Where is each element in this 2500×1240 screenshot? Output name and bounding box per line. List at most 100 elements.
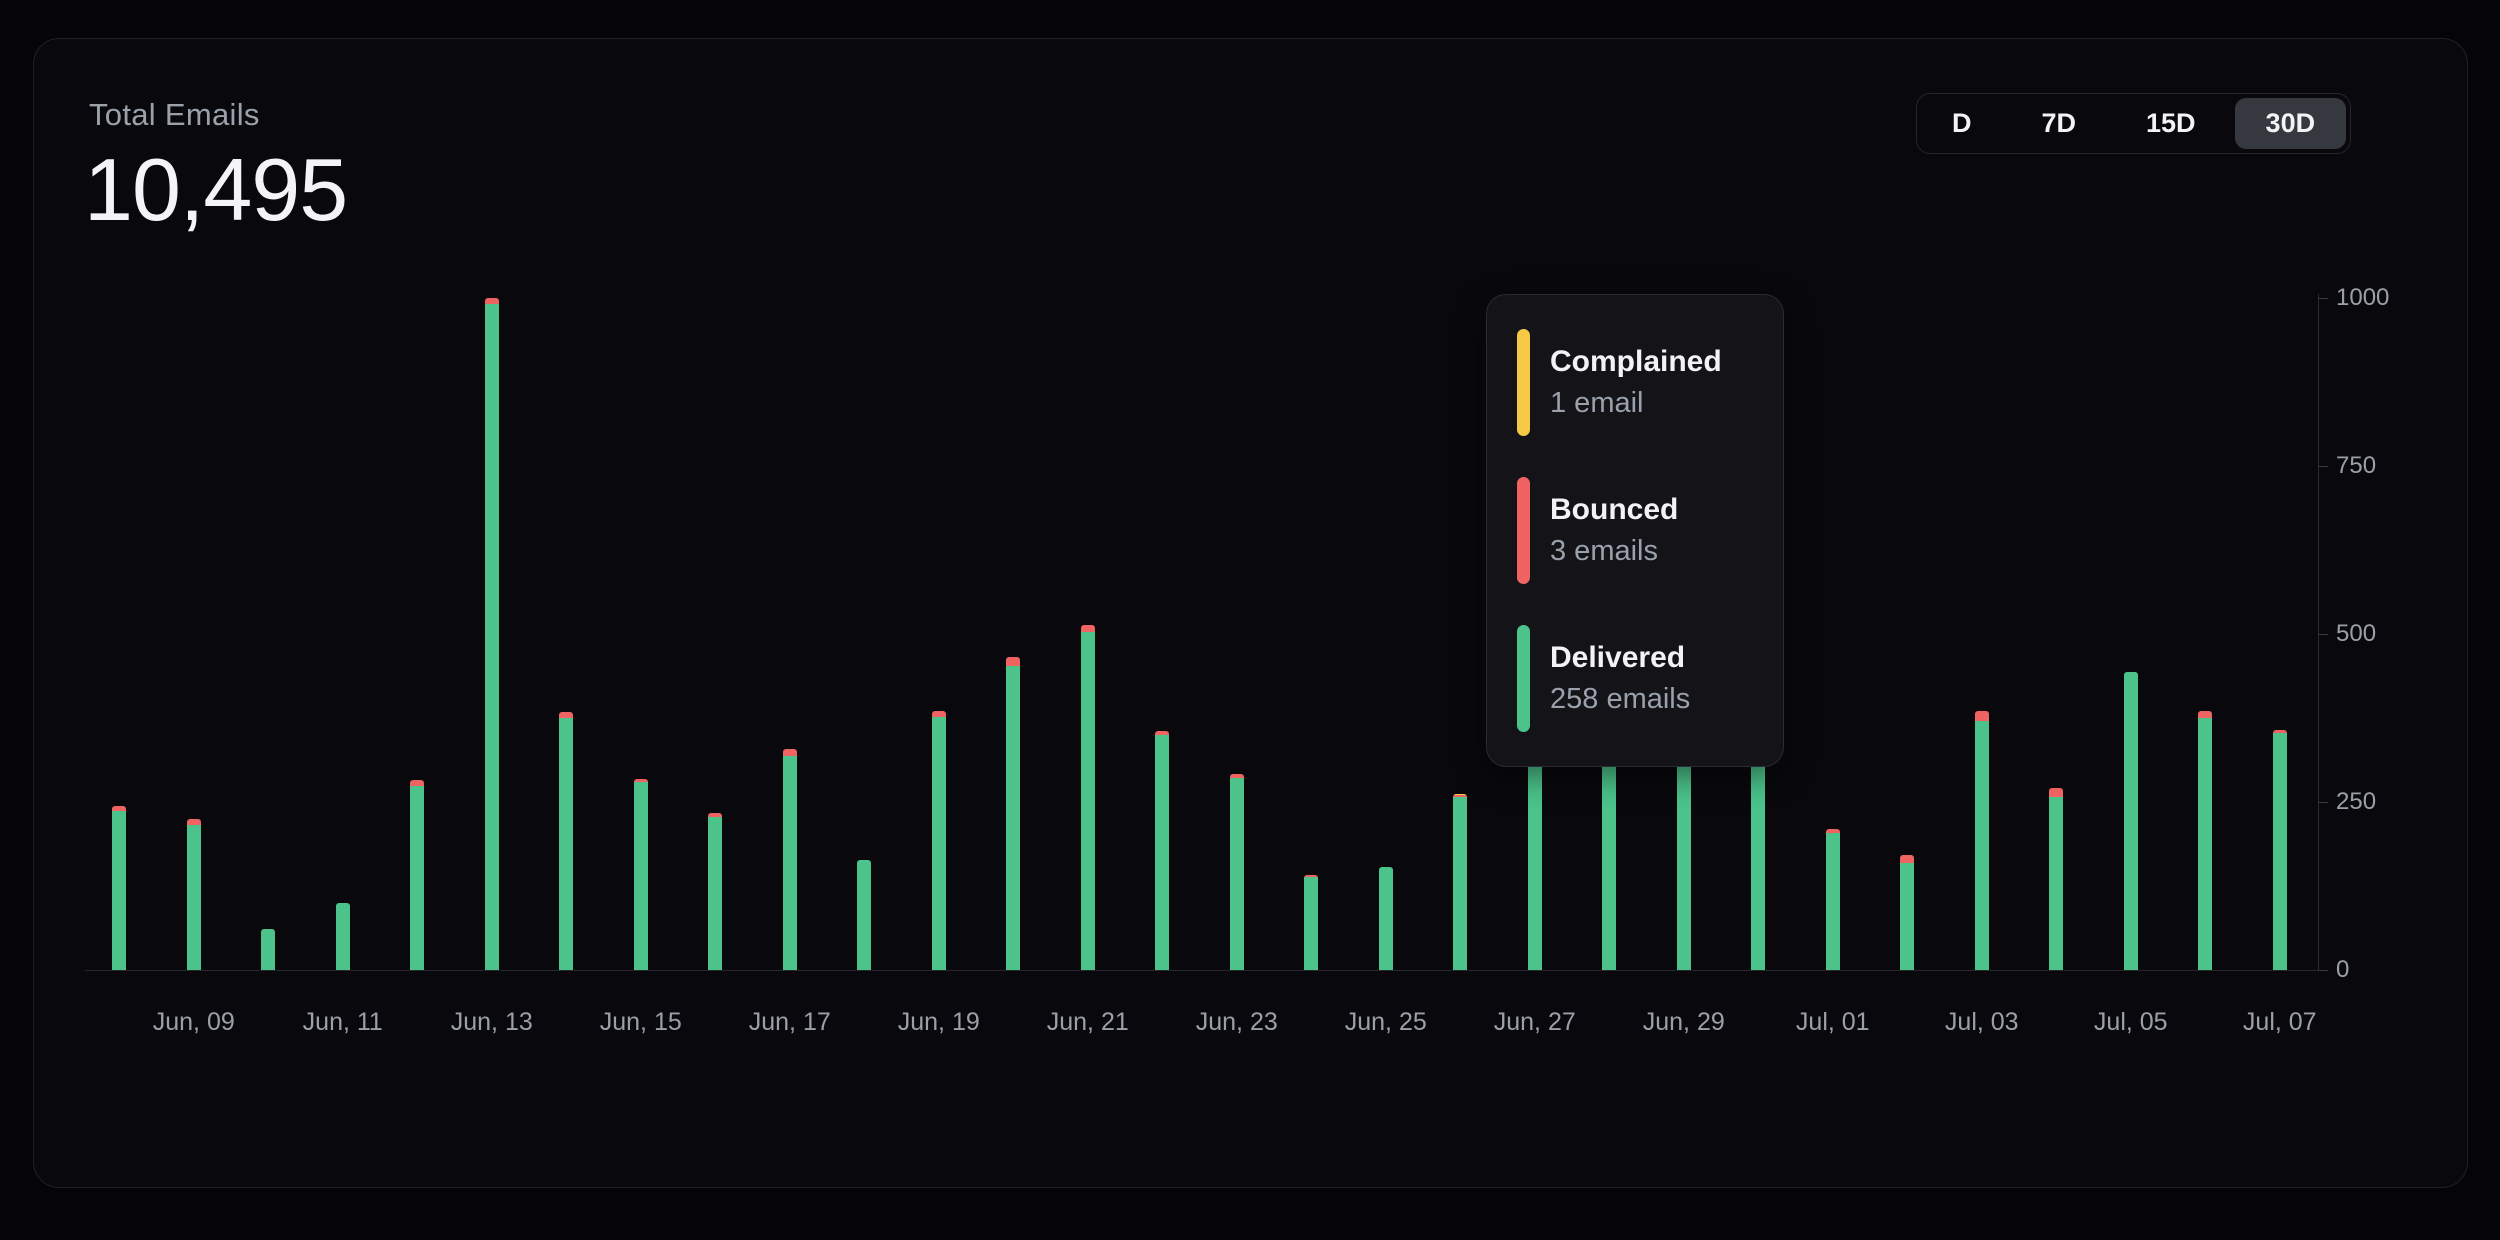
bar-segment-complained (1453, 793, 1468, 795)
y-tick-label: 0 (2336, 956, 2350, 983)
x-tick-label: Jun, 11 (302, 1008, 383, 1036)
bar-segment-delivered (2198, 718, 2213, 970)
bar-segment-bounced (112, 806, 127, 811)
bar-segment-delivered (261, 929, 276, 970)
bar-segment-delivered (335, 902, 350, 970)
y-tick-label: 750 (2336, 452, 2377, 479)
bar-jul-05[interactable] (2123, 671, 2138, 970)
x-tick-label: Jun, 13 (450, 1008, 533, 1036)
x-tick-label: Jun, 29 (1642, 1008, 1725, 1036)
bar-jun-12[interactable] (410, 779, 425, 970)
bar-segment-bounced (484, 298, 499, 305)
x-axis-line (85, 970, 2318, 971)
bar-jun-10[interactable] (261, 929, 276, 970)
x-tick-label: Jul, 07 (2242, 1008, 2317, 1036)
bar-jun-23[interactable] (1229, 773, 1244, 970)
bar-jun-25[interactable] (1378, 867, 1393, 970)
bounced-swatch (1517, 477, 1530, 584)
tooltip-row-bounced: Bounced 3 emails (1517, 477, 1753, 584)
bar-jun-26[interactable] (1453, 793, 1468, 970)
bar-segment-delivered (484, 304, 499, 970)
bar-segment-delivered (1006, 665, 1021, 970)
y-tick (2318, 802, 2328, 803)
bar-jul-03[interactable] (1974, 711, 1989, 970)
bar-jun-18[interactable] (857, 859, 872, 970)
bar-segment-delivered (1453, 796, 1468, 970)
range-option-15d[interactable]: 15D (2146, 108, 2196, 138)
bar-jun-14[interactable] (559, 711, 574, 970)
x-tick-label: Jun, 09 (152, 1008, 235, 1036)
bar-segment-bounced (1825, 828, 1840, 833)
bar-jul-06[interactable] (2198, 711, 2213, 970)
x-tick-label: Jun, 27 (1493, 1008, 1576, 1036)
bar-jun-24[interactable] (1304, 875, 1319, 970)
x-tick-label: Jun, 19 (897, 1008, 980, 1036)
bar-jun-20[interactable] (1006, 656, 1021, 970)
bar-segment-delivered (1304, 877, 1319, 970)
bar-segment-delivered (782, 755, 797, 970)
range-option-7d[interactable]: 7D (2041, 108, 2077, 138)
bar-segment-bounced (2198, 711, 2213, 718)
bar-segment-bounced (2272, 730, 2287, 733)
bar-jun-22[interactable] (1155, 730, 1170, 970)
complained-swatch (1517, 329, 1530, 436)
delivered-swatch (1517, 625, 1530, 732)
range-option-d[interactable]: D (1952, 108, 1972, 138)
bar-jun-09[interactable] (186, 818, 201, 970)
tooltip-series-label: Complained (1550, 345, 1722, 378)
bar-segment-bounced (559, 711, 574, 718)
tooltip-series-label: Bounced (1550, 493, 1679, 526)
bar-jun-21[interactable] (1080, 625, 1095, 970)
bar-segment-bounced (1304, 875, 1319, 878)
bar-segment-delivered (410, 785, 425, 970)
y-tick-label: 1000 (2336, 284, 2390, 311)
tooltip-series-label: Delivered (1550, 641, 1686, 674)
x-tick-label: Jun, 25 (1344, 1008, 1427, 1036)
x-tick-label: Jul, 03 (1944, 1008, 2019, 1036)
analytics-panel: Total Emails 10,495 D 7D 15D 30D (33, 38, 2468, 1188)
bar-jul-02[interactable] (1900, 855, 1915, 970)
bar-jul-04[interactable] (2049, 787, 2064, 970)
tooltip-series-value: 1 email (1550, 387, 1644, 419)
x-tick-label: Jul, 01 (1795, 1008, 1870, 1036)
bar-segment-delivered (2272, 732, 2287, 970)
bar-jul-07[interactable] (2272, 730, 2287, 970)
time-range-selector: D 7D 15D 30D (1916, 93, 2352, 154)
bar-segment-delivered (633, 781, 648, 970)
y-tick-label: 500 (2336, 620, 2377, 647)
bar-segment-delivered (559, 718, 574, 970)
bar-segment-bounced (1155, 730, 1170, 735)
y-tick (2318, 466, 2328, 467)
bar-segment-bounced (1974, 711, 1989, 722)
bar-jun-17[interactable] (782, 748, 797, 970)
bar-jun-19[interactable] (931, 711, 946, 970)
y-tick (2318, 298, 2328, 299)
bar-segment-delivered (2123, 671, 2138, 970)
bar-jun-15[interactable] (633, 779, 648, 970)
bar-segment-delivered (1155, 734, 1170, 970)
bar-jun-11[interactable] (335, 902, 350, 970)
bar-segment-delivered (708, 817, 723, 970)
range-option-30d[interactable]: 30D (2234, 98, 2347, 149)
bar-segment-delivered (1900, 863, 1915, 970)
x-tick-label: Jun, 17 (748, 1008, 831, 1036)
bar-segment-bounced (633, 779, 648, 782)
bar-segment-bounced (782, 748, 797, 756)
y-axis-line (2318, 294, 2319, 971)
bar-jun-13[interactable] (484, 298, 499, 970)
bar-jul-01[interactable] (1825, 828, 1840, 970)
bar-segment-bounced (1453, 794, 1468, 797)
total-emails-label: Total Emails (89, 97, 260, 132)
tooltip-row-delivered: Delivered 258 emails (1517, 625, 1753, 732)
bar-segment-bounced (1006, 656, 1021, 666)
bar-jun-16[interactable] (708, 812, 723, 970)
chart-tooltip: Complained 1 email Bounced 3 emails Delivere… (1486, 294, 1784, 767)
bar-segment-delivered (1229, 778, 1244, 970)
bar-segment-bounced (2049, 787, 2064, 797)
bar-segment-delivered (1378, 867, 1393, 970)
bar-segment-delivered (1080, 631, 1095, 970)
bar-segment-delivered (186, 824, 201, 970)
y-tick (2318, 634, 2328, 635)
bar-jun-08[interactable] (112, 806, 127, 970)
